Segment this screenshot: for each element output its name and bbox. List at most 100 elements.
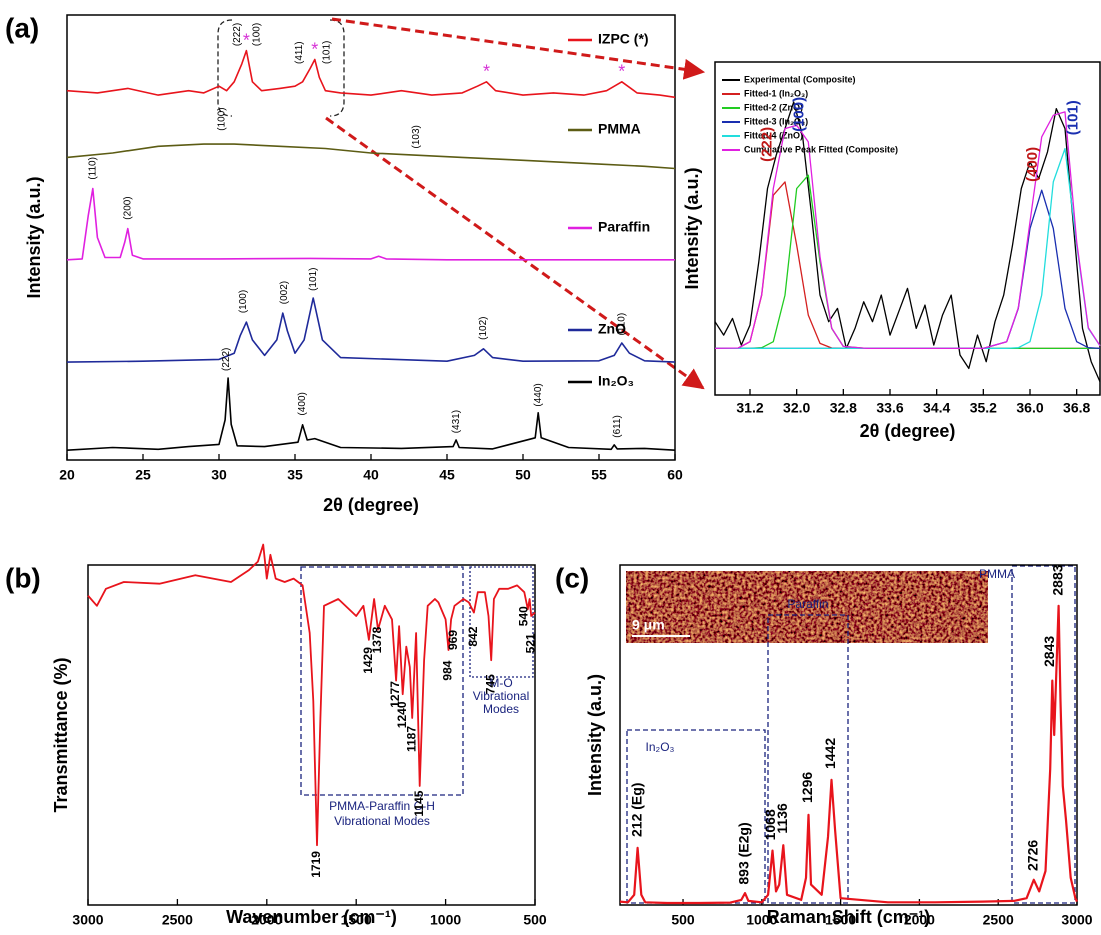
x-tick-label: 3000 [1061, 912, 1092, 928]
annotation: (101) [308, 268, 319, 291]
x-tick-label: 3000 [72, 912, 103, 928]
plot-frame [67, 15, 675, 460]
annotation: 1240 [395, 701, 409, 728]
annotation: 1136 [774, 803, 790, 834]
x-tick-label: 32.8 [830, 400, 857, 416]
region-box [1012, 566, 1075, 903]
annotation: 521 [523, 633, 537, 653]
series-line [715, 182, 1100, 349]
annotation: (200) [122, 196, 133, 219]
x-tick-label: 34.4 [923, 400, 950, 416]
region-label: Paraffin [787, 597, 828, 611]
y-axis-title: Intensity (a.u.) [24, 176, 44, 298]
x-tick-label: 500 [671, 912, 695, 928]
annotation: 1719 [309, 851, 323, 878]
annotation: * [483, 62, 490, 82]
annotation: (100) [791, 97, 808, 132]
x-tick-label: 20 [59, 467, 75, 483]
x-tick-label: 50 [515, 467, 531, 483]
annotation: 2726 [1025, 840, 1041, 871]
x-tick-label: 32.0 [783, 400, 810, 416]
series-line [88, 545, 535, 846]
x-tick-label: 33.6 [876, 400, 903, 416]
x-tick-label: 36.8 [1063, 400, 1090, 416]
figure: PMMA-Paraffin C-H Vibrational Modes M-O … [0, 0, 1101, 935]
x-tick-label: 40 [363, 467, 379, 483]
annotation: 842 [466, 626, 480, 646]
x-tick-label: 31.2 [736, 400, 763, 416]
legend-label: PMMA [598, 121, 641, 137]
legend-label: Fitted-1 (In₂O₃) [744, 88, 808, 98]
annotation: 1296 [799, 772, 815, 803]
annotation: 984 [441, 660, 455, 680]
annotation: 969 [446, 630, 460, 650]
annotation: 1442 [822, 738, 838, 769]
annotation: (100) [217, 107, 228, 130]
x-axis-title: 2θ (degree) [860, 421, 956, 441]
annotation: (100) [238, 290, 249, 313]
x-tick-label: 55 [591, 467, 607, 483]
annotation: (103) [411, 125, 422, 148]
annotation: (222) [221, 348, 232, 371]
panel-label: (b) [5, 562, 41, 593]
x-tick-label: 30 [211, 467, 227, 483]
x-tick-label: 25 [135, 467, 151, 483]
panel-label: (a) [5, 12, 39, 43]
annotation: 540 [516, 606, 530, 626]
series-line [67, 378, 675, 450]
annotation: 2843 [1041, 636, 1057, 667]
series-line [67, 189, 675, 260]
x-axis-title: Raman Shift (cm⁻¹) [767, 907, 931, 927]
annotation: 1378 [370, 626, 384, 653]
x-tick-label: 500 [523, 912, 547, 928]
annotation: (100) [252, 23, 263, 46]
annotation: (101) [1065, 100, 1082, 135]
x-tick-label: 36.0 [1016, 400, 1043, 416]
annotation: (002) [279, 281, 290, 304]
legend-label: Experimental (Composite) [744, 74, 856, 84]
series-line [67, 144, 675, 168]
annotation: (222) [758, 127, 775, 162]
y-axis-title: Intensity (a.u.) [682, 167, 702, 289]
y-axis-title: Intensity (a.u.) [585, 674, 605, 796]
panel-label: (c) [555, 562, 589, 593]
x-tick-label: 1000 [430, 912, 461, 928]
y-axis-title: Transmittance (%) [51, 657, 71, 812]
x-axis-title: 2θ (degree) [323, 495, 419, 515]
annotation: (102) [478, 316, 489, 339]
region-label: Vibrational [473, 689, 529, 703]
legend-label: Paraffin [598, 219, 650, 235]
x-tick-label: 35.2 [970, 400, 997, 416]
annotation: 2883 [1049, 564, 1065, 595]
annotation: * [243, 30, 250, 50]
x-axis-title: Wavenumber (cm⁻¹) [226, 907, 397, 927]
x-tick-label: 60 [667, 467, 683, 483]
annotation: (400) [297, 392, 308, 415]
annotation: * [618, 62, 625, 82]
annotation: * [311, 39, 318, 59]
annotation: (440) [533, 383, 544, 406]
annotation: (110) [87, 157, 98, 180]
annotation: 1145 [412, 790, 426, 816]
annotation: (411) [294, 41, 305, 64]
x-tick-label: 45 [439, 467, 455, 483]
annotation: (400) [1024, 147, 1041, 182]
annotation: 893 (E2g) [736, 822, 752, 884]
annotation: 745 [483, 674, 497, 694]
annotation: 1187 [404, 726, 418, 752]
scale-label: 9 μm [632, 617, 665, 633]
x-tick-label: 35 [287, 467, 303, 483]
annotation: (101) [322, 41, 333, 64]
legend-label: In₂O₃ [598, 373, 634, 389]
annotation: (611) [612, 415, 623, 438]
series-line [715, 190, 1100, 348]
annotation: 212 (Eg) [628, 783, 644, 837]
zoom-arrow [326, 118, 703, 388]
x-tick-label: 2500 [162, 912, 193, 928]
region-label: PMMA [979, 567, 1015, 581]
x-tick-label: 2500 [983, 912, 1014, 928]
annotation: (431) [451, 410, 462, 433]
annotation: (110) [616, 313, 627, 336]
annotation: (222) [232, 23, 243, 46]
region-box [301, 567, 463, 795]
